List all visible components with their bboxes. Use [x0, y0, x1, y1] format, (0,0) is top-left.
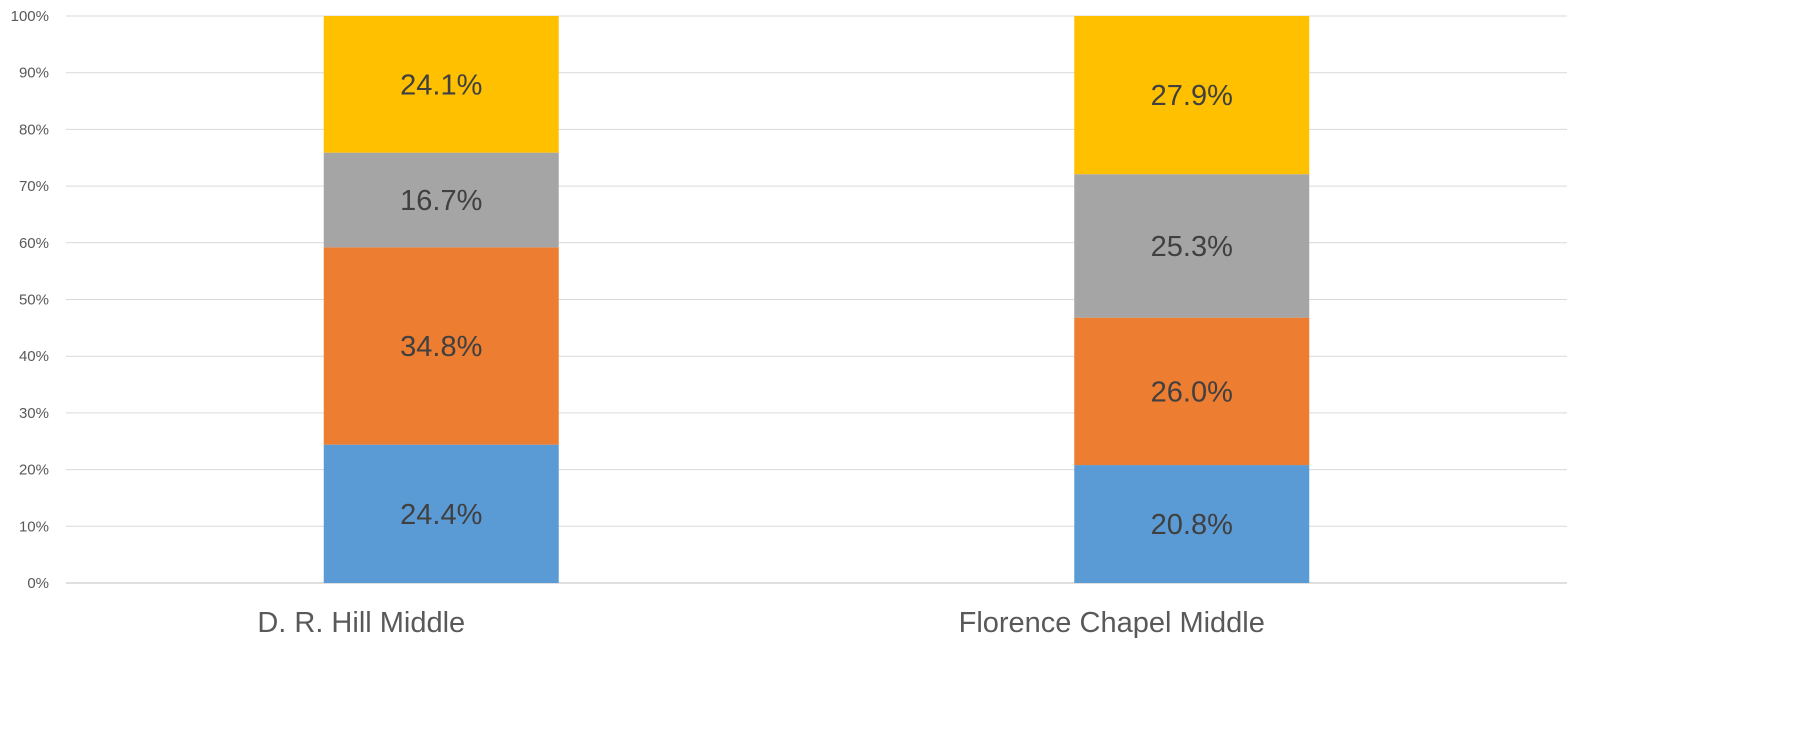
bar-segment [1074, 16, 1310, 175]
data-label: 34.8% [400, 331, 482, 363]
y-tick-label: 20% [19, 462, 49, 479]
bar-segment [1074, 174, 1310, 318]
y-tick-label: 90% [19, 65, 49, 82]
data-label: 24.1% [400, 69, 482, 101]
y-tick-label: 0% [27, 575, 49, 592]
data-label: 27.9% [1151, 80, 1233, 112]
y-tick-label: 10% [19, 518, 49, 535]
x-axis: D. R. Hill Middle Florence Chapel Middle [257, 607, 1265, 639]
y-tick-label: 60% [19, 235, 49, 252]
y-tick-label: 50% [19, 292, 49, 309]
data-label: 24.4% [400, 499, 482, 531]
bar-segment [323, 444, 559, 583]
y-tick-label: 70% [19, 178, 49, 195]
gridlines [66, 15, 1567, 584]
bar-segment [1074, 317, 1310, 466]
data-label: 25.3% [1151, 231, 1233, 263]
data-label: 26.0% [1151, 376, 1233, 408]
bar-segment [323, 247, 559, 445]
bar-segment [323, 16, 559, 153]
bar-segment [1074, 465, 1310, 583]
y-tick-label: 80% [19, 121, 49, 138]
y-tick-label: 40% [19, 348, 49, 365]
data-label: 16.7% [400, 185, 482, 217]
y-tick-label: 100% [11, 8, 49, 25]
data-label: 20.8% [1151, 509, 1233, 541]
bars: 24.4% 34.8% 16.7% 24.1% 20.8% 26.0% 25.3% 27.9% [323, 16, 1310, 583]
x-category-label: Florence Chapel Middle [959, 607, 1265, 639]
bar-segment [323, 152, 559, 248]
y-axis: 0% 10% 20% 30% 40% 50% 60% 70% 80% 90% 100% [11, 8, 49, 592]
x-category-label: D. R. Hill Middle [257, 607, 465, 639]
y-tick-label: 30% [19, 405, 49, 422]
